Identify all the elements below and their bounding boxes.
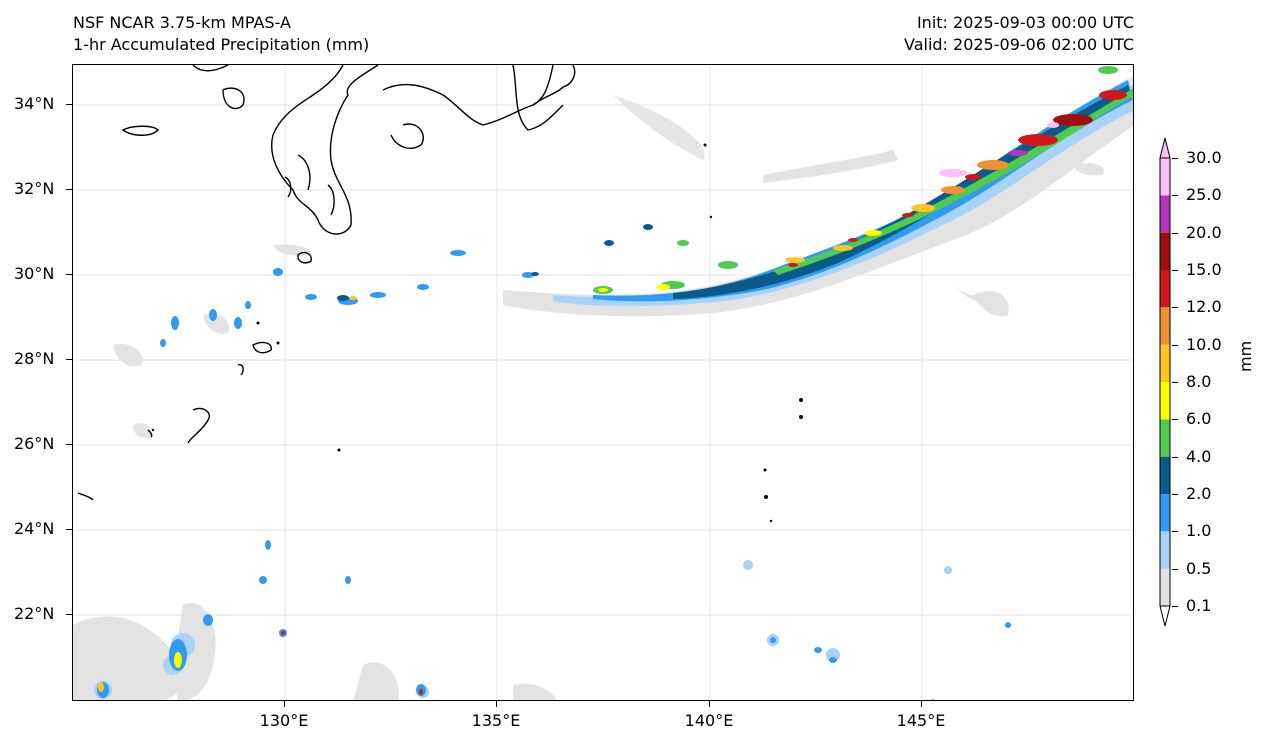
lon-label-145: 145°E [896, 711, 946, 730]
lat-tick-32 [66, 189, 72, 190]
lat-tick-22 [66, 614, 72, 615]
lat-tick-34 [66, 104, 72, 105]
lon-tick-140 [709, 701, 710, 707]
lon-tick-130 [284, 701, 285, 707]
lon-label-140: 140°E [684, 711, 734, 730]
lon-label-130: 130°E [259, 711, 309, 730]
lon-label-135: 135°E [471, 711, 521, 730]
colorbar-segment [1160, 531, 1170, 569]
colorbar-tick [1172, 232, 1178, 234]
colorbar-tick [1172, 307, 1178, 309]
colorbar-segment [1160, 270, 1170, 308]
lat-label-24: 24°N [14, 519, 55, 538]
colorbar-label: 0.1 [1186, 596, 1212, 615]
colorbar-segment [1160, 568, 1170, 606]
colorbar: 0.1 0.5 1.0 2.0 4.0 6.0 8.0 10.0 12.0 15.0 20.0 25.… [1158, 136, 1268, 630]
precip-heavy-cells [337, 85, 1131, 301]
colorbar-segment [1160, 494, 1170, 532]
lat-label-30: 30°N [14, 264, 55, 283]
gridlines [73, 65, 1133, 700]
time-block: Init: 2025-09-03 00:00 UTC Valid: 2025-0… [904, 12, 1134, 56]
field-title: 1-hr Accumulated Precipitation (mm) [73, 35, 370, 54]
colorbar-tick [1172, 568, 1178, 570]
valid-time: Valid: 2025-09-06 02:00 UTC [903, 35, 1134, 54]
small-islands [151, 143, 935, 700]
lat-tick-26 [66, 444, 72, 445]
colorbar-bar [1159, 137, 1171, 627]
precip-map [73, 65, 1133, 700]
colorbar-segment [1160, 344, 1170, 382]
colorbar-tick [1172, 195, 1178, 197]
colorbar-segment [1160, 232, 1170, 270]
colorbar-segment [1160, 195, 1170, 233]
colorbar-tick [1172, 382, 1178, 383]
lat-tick-24 [66, 529, 72, 530]
colorbar-label: 8.0 [1186, 372, 1212, 391]
colorbar-segment [1160, 158, 1170, 196]
lat-label-22: 22°N [14, 604, 55, 623]
colorbar-label: 6.0 [1186, 409, 1212, 429]
colorbar-label: 2.0 [1186, 484, 1212, 503]
lon-tick-135 [496, 701, 497, 707]
colorbar-unit: mm [1236, 340, 1255, 372]
lat-label-34: 34°N [14, 94, 55, 113]
lat-tick-28 [66, 359, 72, 360]
colorbar-tick [1172, 344, 1178, 346]
colorbar-segment [1160, 382, 1170, 420]
colorbar-label: 4.0 [1186, 446, 1212, 466]
colorbar-label: 25.0 [1186, 185, 1222, 205]
colorbar-segment [1160, 456, 1170, 494]
colorbar-segment [1160, 419, 1170, 457]
colorbar-label: 10.0 [1186, 334, 1222, 354]
init-time: Init: 2025-09-03 00:00 UTC [916, 13, 1134, 32]
precip-trace-areas [73, 76, 1133, 700]
lat-label-32: 32°N [14, 179, 55, 198]
precip-intense-cores [98, 90, 1127, 695]
title-block: NSF NCAR 3.75-km MPAS-A 1-hr Accumulated… [73, 12, 369, 56]
colorbar-tick [1172, 494, 1178, 495]
colorbar-label: 30.0 [1186, 148, 1222, 167]
lat-label-28: 28°N [14, 349, 55, 368]
colorbar-tick [1172, 531, 1178, 533]
lon-tick-145 [921, 701, 922, 707]
map-panel [72, 64, 1134, 701]
colorbar-tick [1172, 270, 1178, 271]
colorbar-tick [1172, 419, 1178, 421]
colorbar-tick [1172, 158, 1178, 159]
colorbar-segment [1160, 307, 1170, 345]
colorbar-label: 1.0 [1186, 521, 1212, 541]
colorbar-label: 12.0 [1186, 297, 1222, 317]
colorbar-tick [1172, 456, 1178, 458]
colorbar-tick [1172, 606, 1178, 607]
lat-tick-30 [66, 274, 72, 275]
coastlines [77, 65, 576, 501]
colorbar-label: 20.0 [1186, 222, 1222, 242]
model-title: NSF NCAR 3.75-km MPAS-A [73, 13, 291, 32]
colorbar-label: 15.0 [1186, 260, 1222, 279]
lat-label-26: 26°N [14, 434, 55, 453]
colorbar-label: 0.5 [1186, 558, 1212, 578]
